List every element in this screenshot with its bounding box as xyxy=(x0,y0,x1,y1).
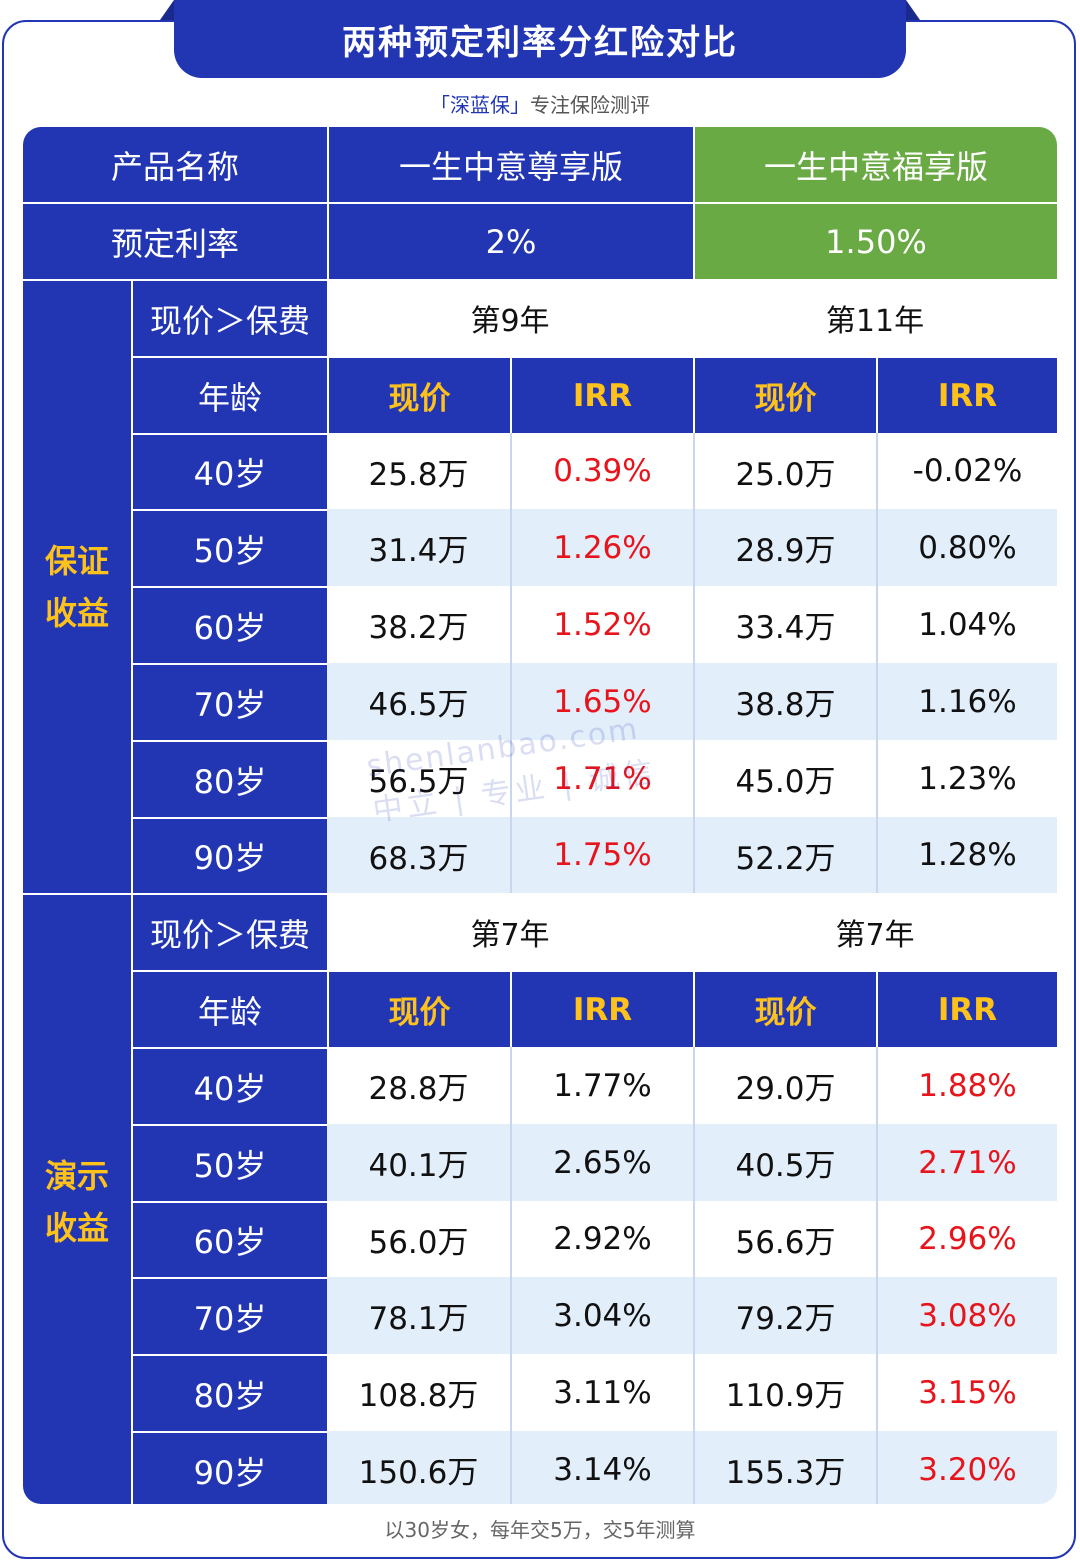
cash-value-b: 25.0万 xyxy=(693,433,876,509)
value-column-header-a: 现价 xyxy=(327,356,510,433)
cash-value-b: 45.0万 xyxy=(693,740,876,817)
irr-b: 0.80% xyxy=(876,509,1057,586)
value-column-header-a: 现价 xyxy=(327,970,510,1047)
cash-value-a: 56.0万 xyxy=(327,1201,510,1277)
cash-value-a: 31.4万 xyxy=(327,509,510,586)
irr-a: 1.65% xyxy=(510,663,693,740)
cash-value-a: 150.6万 xyxy=(327,1431,510,1504)
irr-column-header-a: IRR xyxy=(510,356,693,433)
cash-value-b: 40.5万 xyxy=(693,1124,876,1201)
cash-value-a: 25.8万 xyxy=(327,433,510,509)
age-cell: 80岁 xyxy=(131,1354,327,1431)
cash-value-b: 28.9万 xyxy=(693,509,876,586)
irr-a: 0.39% xyxy=(510,433,693,509)
cash-value-a: 40.1万 xyxy=(327,1124,510,1201)
irr-a: 1.26% xyxy=(510,509,693,586)
cash-value-b: 38.8万 xyxy=(693,663,876,740)
age-cell: 90岁 xyxy=(131,817,327,893)
breakeven-a: 第9年 xyxy=(327,279,693,356)
value-column-header-b: 现价 xyxy=(693,970,876,1047)
irr-b: 2.71% xyxy=(876,1124,1057,1201)
age-cell: 80岁 xyxy=(131,740,327,817)
cash-value-b: 155.3万 xyxy=(693,1431,876,1504)
cash-value-b: 52.2万 xyxy=(693,817,876,893)
irr-b: 1.88% xyxy=(876,1047,1057,1124)
age-cell: 60岁 xyxy=(131,586,327,663)
brand-name: 「深蓝保」 xyxy=(430,93,530,117)
cash-value-a: 56.5万 xyxy=(327,740,510,817)
cash-value-b: 29.0万 xyxy=(693,1047,876,1124)
irr-column-header-b: IRR xyxy=(876,356,1057,433)
age-cell: 50岁 xyxy=(131,509,327,586)
product-name-label: 产品名称 xyxy=(23,127,327,202)
age-column-header: 年龄 xyxy=(131,970,327,1047)
irr-b: 2.96% xyxy=(876,1201,1057,1277)
age-column-header: 年龄 xyxy=(131,356,327,433)
cash-value-a: 28.8万 xyxy=(327,1047,510,1124)
irr-a: 1.71% xyxy=(510,740,693,817)
cash-value-a: 38.2万 xyxy=(327,586,510,663)
rate-a: 2% xyxy=(327,202,693,279)
cash-value-b: 110.9万 xyxy=(693,1354,876,1431)
section-label: 演示 收益 xyxy=(23,893,131,1504)
cash-value-b: 33.4万 xyxy=(693,586,876,663)
rate-b: 1.50% xyxy=(693,202,1057,279)
irr-b: 1.04% xyxy=(876,586,1057,663)
breakeven-b: 第7年 xyxy=(693,893,1057,970)
brand-line: 「深蓝保」专注保险测评 xyxy=(0,88,1080,122)
irr-b: 3.15% xyxy=(876,1354,1057,1431)
irr-b: -0.02% xyxy=(876,433,1057,509)
page-title: 两种预定利率分红险对比 xyxy=(174,0,906,78)
cash-value-b: 56.6万 xyxy=(693,1201,876,1277)
age-cell: 70岁 xyxy=(131,1277,327,1354)
irr-a: 1.77% xyxy=(510,1047,693,1124)
section-label-line: 保证 xyxy=(44,542,109,581)
irr-b: 1.23% xyxy=(876,740,1057,817)
product-b-name: 一生中意福享版 xyxy=(693,127,1057,202)
breakeven-label: 现价＞保费 xyxy=(131,279,327,356)
cash-value-a: 78.1万 xyxy=(327,1277,510,1354)
breakeven-label: 现价＞保费 xyxy=(131,893,327,970)
age-cell: 90岁 xyxy=(131,1431,327,1504)
irr-b: 3.08% xyxy=(876,1277,1057,1354)
comparison-table: 产品名称 一生中意尊享版 一生中意福享版 预定利率 2% 1.50% 保证 收益现… xyxy=(23,127,1057,1504)
irr-a: 1.52% xyxy=(510,586,693,663)
product-a-name: 一生中意尊享版 xyxy=(327,127,693,202)
tab-ear-left xyxy=(160,0,174,20)
section-label-line: 演示 xyxy=(44,1156,109,1195)
irr-a: 1.75% xyxy=(510,817,693,893)
brand-tagline: 专注保险测评 xyxy=(530,93,650,117)
age-cell: 40岁 xyxy=(131,1047,327,1124)
age-cell: 60岁 xyxy=(131,1201,327,1277)
rate-label: 预定利率 xyxy=(23,202,327,279)
irr-a: 2.92% xyxy=(510,1201,693,1277)
section-label: 保证 收益 xyxy=(23,279,131,894)
cash-value-a: 46.5万 xyxy=(327,663,510,740)
breakeven-a: 第7年 xyxy=(327,893,693,970)
irr-a: 3.11% xyxy=(510,1354,693,1431)
cash-value-a: 108.8万 xyxy=(327,1354,510,1431)
age-cell: 50岁 xyxy=(131,1124,327,1201)
age-cell: 70岁 xyxy=(131,663,327,740)
irr-b: 1.16% xyxy=(876,663,1057,740)
footnote: 以30岁女，每年交5万，交5年测算 xyxy=(384,1518,696,1542)
tab-ear-right xyxy=(906,0,920,20)
section-label-line: 收益 xyxy=(44,1208,109,1247)
irr-a: 3.04% xyxy=(510,1277,693,1354)
irr-column-header-b: IRR xyxy=(876,970,1057,1047)
section-label-line: 收益 xyxy=(44,594,109,633)
cash-value-a: 68.3万 xyxy=(327,817,510,893)
irr-column-header-a: IRR xyxy=(510,970,693,1047)
irr-a: 2.65% xyxy=(510,1124,693,1201)
irr-b: 3.20% xyxy=(876,1431,1057,1504)
irr-b: 1.28% xyxy=(876,817,1057,893)
value-column-header-b: 现价 xyxy=(693,356,876,433)
irr-a: 3.14% xyxy=(510,1431,693,1504)
breakeven-b: 第11年 xyxy=(693,279,1057,356)
cash-value-b: 79.2万 xyxy=(693,1277,876,1354)
age-cell: 40岁 xyxy=(131,433,327,509)
